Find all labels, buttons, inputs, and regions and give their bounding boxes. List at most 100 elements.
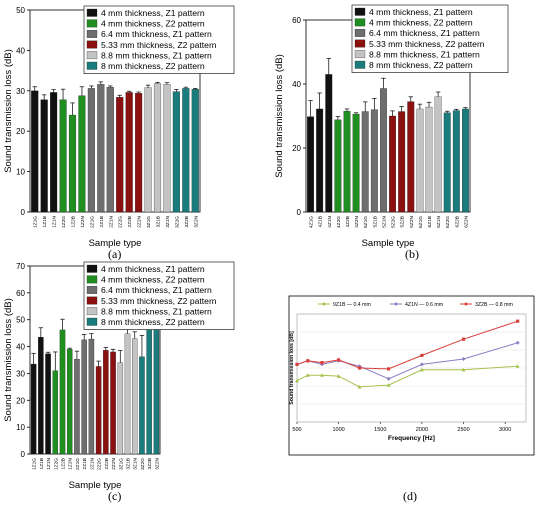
bar-6Z2N (462, 108, 469, 213)
x-tick-label: 4Z1N (327, 215, 333, 227)
bar-3Z1G (117, 362, 124, 455)
bar-1Z1N (45, 353, 51, 455)
legend-label: 6.4 mm thickness, Z1 pattern (101, 285, 212, 295)
y-tick-label: 20 (16, 127, 25, 136)
legend-label: 8 mm thickness, Z2 pattern (101, 61, 205, 71)
x-tick-label: 6Z2G (445, 216, 451, 228)
y-tick-label: 40 (16, 343, 25, 352)
x-tick-label: 3Z2G (174, 216, 180, 228)
series-point (461, 367, 466, 372)
legend-swatch (86, 61, 98, 70)
legend-swatch (354, 60, 366, 69)
y-tick-label: 0 (21, 450, 26, 459)
x-tick-label: 2Z2G (97, 458, 103, 470)
bar-1Z2B (68, 114, 77, 213)
y-axis-title: Sound transmission loss [dB] (289, 331, 295, 405)
bar-chart-0: 0 10 20 30 40 50 1Z1G 1Z1B 1Z1N 1Z2G 1Z2B 1Z2N 2Z1G 2… (3, 5, 235, 249)
bar-3Z2N (153, 327, 160, 455)
y-tick-label: 20 (292, 144, 301, 153)
x-tick-label: 6Z2N (463, 215, 469, 227)
bar-2Z2N (135, 93, 143, 213)
x-tick-label: 1Z2G (61, 216, 67, 228)
x-tick-label: 3Z2B (184, 216, 190, 227)
panel-label-a: (a) (108, 247, 122, 261)
bar-6Z1B (425, 106, 433, 213)
x-tick-label: 3Z1G (146, 216, 152, 228)
bar-1Z2N (78, 95, 86, 213)
legend-swatch (86, 307, 98, 316)
series-point (419, 367, 424, 372)
legend-label: 4 mm thickness, Z1 pattern (101, 264, 205, 274)
bar-3Z2G (172, 91, 180, 213)
x-tick-label: 2Z1N (108, 215, 114, 227)
y-tick-label: 20 (16, 396, 25, 405)
legend-swatch (354, 7, 366, 16)
bar-6Z1N (434, 96, 442, 213)
x-tick-label: 1Z1B (39, 458, 45, 469)
bar-4Z2N (352, 113, 360, 213)
legend-box (351, 4, 509, 73)
panel-label-c: (c) (108, 489, 122, 503)
x-axis-title: Frequency [Hz] (388, 435, 435, 442)
x-tick-label: 6Z2B (454, 216, 460, 227)
x-axis-title: Sample type (69, 480, 122, 491)
legend-marker (464, 302, 468, 306)
legend-box (83, 5, 235, 74)
bar-1Z2G (59, 99, 67, 213)
series-point (357, 366, 362, 370)
bar-5Z2G (389, 115, 396, 213)
x-tick-label: 2000 (416, 427, 428, 433)
x-tick-label: 1Z2N (68, 457, 74, 469)
legend-swatch (354, 50, 366, 59)
panel-label-d: (d) (403, 489, 417, 503)
bar-3Z2G (139, 356, 145, 455)
series-point (461, 337, 466, 341)
x-tick-label: 5Z1B (372, 216, 378, 227)
x-tick-label: 4Z1B (318, 216, 324, 227)
x-tick-label: 4Z2G (336, 216, 342, 228)
bar-2Z2G (116, 97, 124, 213)
bar-2Z1G (87, 88, 95, 213)
series-point (461, 357, 466, 361)
y-tick-label: 0 (21, 208, 26, 217)
legend-label: 8.8 mm thickness, Z1 pattern (101, 306, 212, 316)
y-axis-title: Sound transmission loss (dB) (274, 54, 285, 178)
bar-1Z2N (66, 349, 73, 455)
series-point (305, 373, 310, 377)
series-point (515, 364, 520, 368)
legend-swatch (86, 275, 98, 284)
bar-3Z2N (191, 89, 199, 213)
legend-label: 4 mm thickness, Z1 pattern (369, 7, 473, 17)
legend-label: 6.4 mm thickness, Z1 pattern (369, 28, 480, 38)
x-tick-label: 6Z1G (418, 216, 424, 228)
bar-5Z2B (398, 111, 406, 213)
bar-2Z2N (110, 351, 116, 455)
x-tick-label: 3Z2B (147, 458, 153, 469)
bar-4Z2B (343, 111, 351, 213)
legend-label: 8 mm thickness, Z2 pattern (101, 317, 205, 327)
x-tick-label: 1Z2N (80, 215, 86, 227)
x-tick-label: 3000 (499, 427, 511, 433)
legend-label: 8 mm thickness, Z2 pattern (369, 60, 473, 70)
legend-label: 9Z1B — 0.4 mm (333, 302, 371, 308)
bar-3Z2B (182, 88, 190, 213)
y-tick-label: 40 (16, 46, 25, 55)
x-tick-label: 1Z2B (71, 216, 77, 227)
legend-swatch (86, 264, 98, 273)
legend-label: 4 mm thickness, Z1 pattern (101, 8, 205, 18)
line-chart-d: 500 1000 1500 2000 2500 3000 Frequency [Hz] Sou… (288, 295, 535, 456)
bar-1Z1G (30, 363, 37, 455)
bar-2Z1B (81, 339, 87, 455)
y-tick-label: 50 (16, 6, 25, 15)
bar-5Z1B (370, 109, 378, 213)
series-point (387, 367, 391, 371)
bar-4Z1B (316, 108, 324, 213)
x-tick-label: 5Z2B (400, 216, 406, 227)
x-axis-title: Sample type (362, 238, 415, 249)
series-point (357, 384, 362, 389)
legend-swatch (86, 296, 98, 305)
legend-swatch (86, 8, 98, 17)
x-tick-label: 2Z1N (89, 457, 95, 469)
